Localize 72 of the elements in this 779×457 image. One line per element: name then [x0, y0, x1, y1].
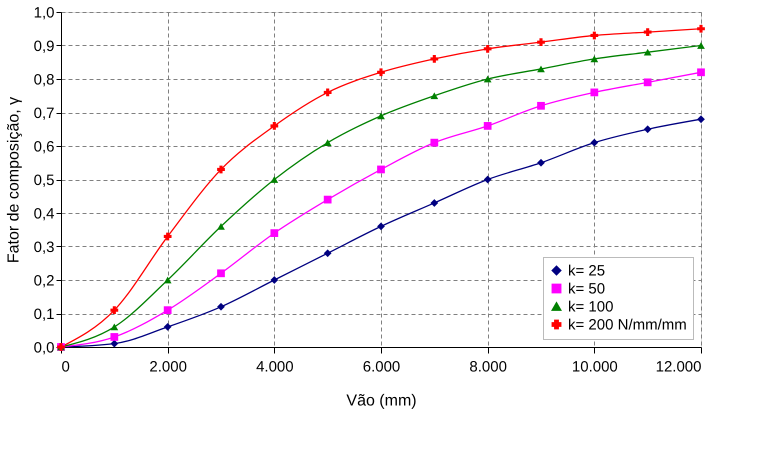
point — [537, 158, 545, 167]
y-tick-label: 0,1 — [34, 306, 54, 323]
point — [110, 306, 118, 314]
point — [590, 56, 598, 62]
point — [270, 229, 278, 237]
y-axis-title: Fator de composição, γ — [6, 96, 23, 264]
point — [484, 44, 492, 53]
y-tick-label: 0,5 — [34, 172, 54, 189]
point — [590, 88, 598, 96]
point — [484, 176, 492, 184]
legend-label: k= 100 — [568, 298, 614, 316]
point — [324, 249, 332, 258]
point — [697, 42, 705, 49]
y-tick-label: 0,8 — [34, 72, 54, 88]
point — [484, 122, 492, 130]
point — [324, 88, 332, 96]
point — [164, 323, 172, 331]
point — [590, 138, 598, 147]
point — [377, 68, 385, 76]
y-tick-label: 0,4 — [34, 206, 54, 222]
point — [377, 166, 385, 174]
point — [164, 276, 172, 284]
point — [270, 122, 278, 130]
point — [110, 333, 118, 341]
point — [697, 68, 705, 76]
point — [430, 55, 438, 63]
point — [217, 302, 225, 311]
x-tick-label: 0 — [62, 358, 70, 376]
point — [644, 48, 652, 56]
x-tick-label: 2.000 — [149, 358, 187, 376]
x-tick-label: 8.000 — [469, 358, 507, 376]
point — [324, 196, 332, 204]
point — [697, 115, 705, 124]
legend-label: k= 25 — [568, 262, 606, 280]
point — [590, 32, 598, 40]
legend-label: k= 50 — [568, 280, 606, 298]
x-tick-label: 6.000 — [362, 358, 400, 376]
point — [164, 306, 172, 314]
point — [110, 340, 118, 348]
point — [270, 176, 278, 183]
legend-label: k= 200 N/mm/mm — [568, 316, 687, 334]
point — [644, 28, 652, 36]
y-tick-label: 0,2 — [34, 272, 54, 290]
y-tick-label: 0,6 — [34, 138, 54, 156]
point — [484, 76, 492, 82]
y-tick-label: 0,3 — [34, 239, 54, 256]
point — [430, 92, 438, 100]
x-tick-label: 12.000 — [656, 358, 702, 376]
y-tick-label: 0,7 — [34, 105, 54, 122]
point — [697, 24, 705, 33]
point — [217, 269, 225, 278]
point — [537, 66, 545, 72]
point — [377, 112, 385, 120]
y-tick-label: 0,0 — [34, 340, 54, 356]
point — [537, 102, 545, 110]
point — [217, 223, 225, 230]
point — [377, 222, 385, 230]
point — [537, 38, 545, 46]
point — [430, 199, 438, 207]
point — [110, 324, 118, 330]
point — [324, 139, 332, 146]
point — [430, 138, 438, 147]
point — [644, 78, 652, 86]
point — [270, 276, 278, 284]
x-axis-title: Vão (mm) — [346, 392, 417, 410]
point — [217, 166, 225, 174]
x-tick-label: 4.000 — [256, 358, 294, 376]
y-tick-label: 0,9 — [34, 38, 54, 55]
y-tick-label: 1,0 — [34, 4, 54, 22]
point — [164, 232, 172, 240]
x-tick-label: 10.000 — [572, 358, 618, 376]
point — [644, 125, 652, 134]
